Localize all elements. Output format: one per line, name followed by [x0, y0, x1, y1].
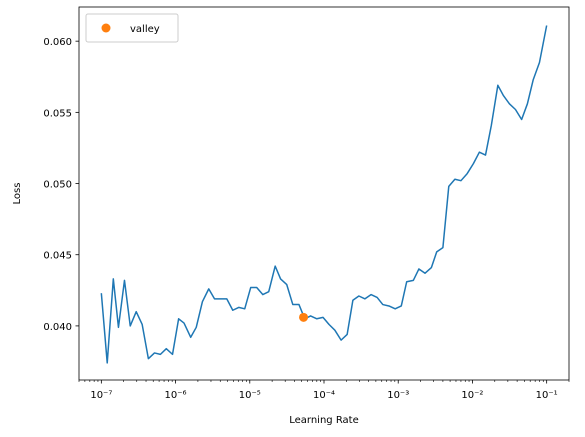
y-tick-label: 0.045 [43, 251, 72, 262]
x-tick-label: 10⁻⁵ [239, 390, 261, 401]
plot-content [100, 25, 548, 364]
x-tick-label: 10⁻⁷ [90, 390, 112, 401]
x-tick-label: 10⁻⁶ [165, 390, 187, 401]
y-axis-ticks: 0.040 0.045 0.050 0.055 0.060 [43, 37, 79, 333]
y-tick-label: 0.060 [43, 37, 72, 48]
x-tick-label: 10⁻³ [387, 390, 409, 401]
x-axis-label: Learning Rate [289, 415, 359, 426]
legend-valley-marker [101, 23, 111, 33]
x-axis-ticks: 10⁻⁷ 10⁻⁶ 10⁻⁵ 10⁻⁴ 10⁻³ 10⁻² 10⁻¹ [78, 380, 570, 401]
y-tick-label: 0.050 [43, 180, 72, 191]
legend-box [85, 13, 179, 43]
axes-frame [78, 6, 570, 381]
legend-valley-label: valley [130, 24, 160, 35]
x-tick-label: 10⁻¹ [536, 390, 558, 401]
y-tick-label: 0.040 [43, 322, 72, 333]
legend: valley [85, 13, 179, 43]
loss-series-line [100, 25, 548, 364]
x-tick-label: 10⁻⁴ [313, 390, 335, 401]
y-axis-label: Loss [12, 183, 23, 205]
y-tick-label: 0.055 [43, 108, 72, 119]
x-tick-label: 10⁻² [461, 390, 483, 401]
valley-marker [299, 312, 309, 322]
